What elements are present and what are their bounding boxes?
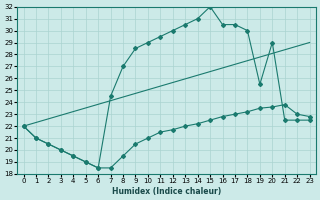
X-axis label: Humidex (Indice chaleur): Humidex (Indice chaleur) xyxy=(112,187,221,196)
